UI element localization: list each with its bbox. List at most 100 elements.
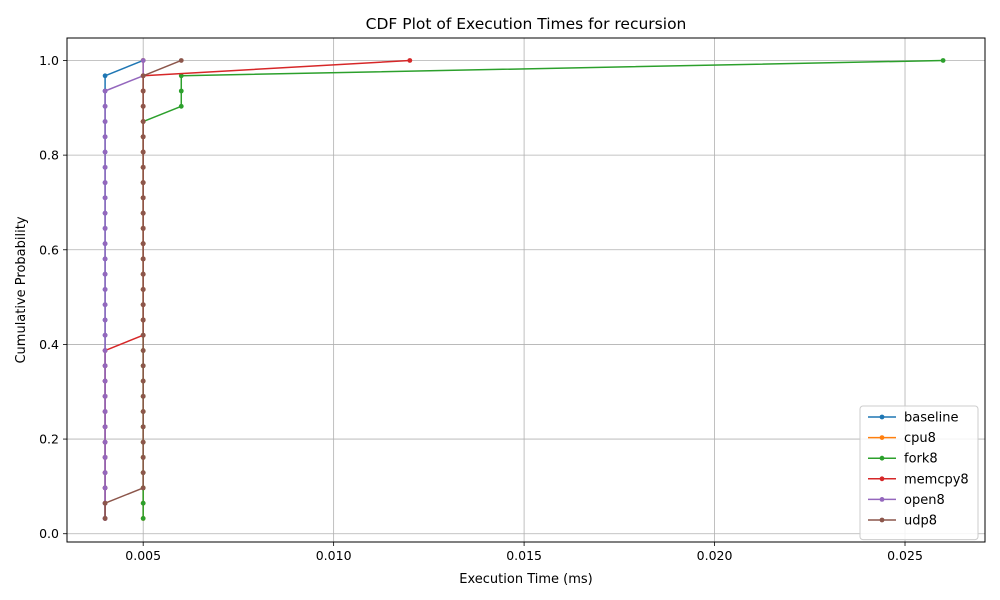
data-point — [102, 348, 108, 353]
y-tick-label: 1.0 — [39, 53, 59, 68]
data-point — [140, 332, 146, 338]
data-point — [140, 302, 146, 308]
data-point — [140, 271, 146, 277]
data-point — [140, 134, 146, 140]
data-point — [102, 164, 108, 170]
data-point — [102, 454, 108, 460]
chart-title: CDF Plot of Execution Times for recursio… — [366, 15, 687, 33]
legend-item-baseline: baseline — [868, 411, 958, 426]
data-point — [102, 302, 108, 308]
data-point — [140, 210, 146, 216]
data-point — [102, 516, 108, 521]
legend-item-fork8: fork8 — [868, 452, 938, 467]
data-point — [102, 73, 108, 79]
legend-item-udp8: udp8 — [868, 514, 937, 529]
data-point — [140, 287, 146, 292]
data-point — [140, 409, 146, 414]
legend-label: open8 — [904, 493, 945, 508]
data-point — [102, 180, 108, 186]
legend-item-open8: open8 — [868, 493, 945, 508]
legend-swatch-marker — [879, 455, 885, 461]
data-point — [140, 164, 146, 170]
data-point — [140, 195, 146, 201]
data-point — [140, 180, 146, 186]
legend-label: memcpy8 — [904, 472, 969, 487]
legend-item-cpu8: cpu8 — [868, 431, 936, 446]
data-point — [140, 516, 146, 521]
data-point — [102, 119, 108, 124]
grid-lines — [67, 38, 985, 542]
data-point — [178, 58, 184, 63]
data-point — [102, 424, 108, 430]
data-point — [940, 58, 946, 63]
legend-swatch-marker — [879, 476, 885, 482]
data-point — [102, 409, 108, 414]
legend-label: fork8 — [904, 452, 938, 467]
data-point — [102, 393, 108, 399]
data-point — [102, 88, 108, 94]
data-point — [407, 58, 413, 63]
data-point — [140, 348, 146, 353]
data-point — [178, 73, 184, 79]
data-point — [102, 439, 108, 445]
data-point — [102, 256, 108, 262]
data-point — [102, 332, 108, 338]
data-point — [140, 470, 146, 476]
data-point — [178, 88, 184, 94]
x-tick-label: 0.025 — [887, 548, 923, 563]
data-point — [102, 287, 108, 292]
x-axis-label: Execution Time (ms) — [459, 572, 592, 587]
legend-swatch-marker — [879, 517, 885, 523]
data-point — [140, 73, 146, 79]
x-tick-label: 0.020 — [697, 548, 733, 563]
legend-label: udp8 — [904, 514, 937, 529]
legend-swatch-marker — [879, 497, 885, 502]
data-point — [102, 271, 108, 277]
series-lines — [102, 58, 946, 521]
data-point — [140, 378, 146, 384]
x-tick-label: 0.015 — [506, 548, 542, 563]
legend-label: cpu8 — [904, 431, 936, 446]
y-axis-label: Cumulative Probability — [14, 216, 29, 363]
data-point — [102, 241, 108, 247]
y-tick-label: 0.4 — [39, 337, 59, 352]
data-point — [140, 500, 146, 506]
legend-box — [859, 405, 979, 541]
data-point — [102, 103, 108, 109]
data-point — [102, 500, 108, 506]
data-point — [140, 241, 146, 247]
x-axis-ticks: 0.005 0.010 0.015 0.020 0.025 — [125, 542, 923, 563]
data-point — [140, 225, 146, 231]
series-open8 — [102, 58, 146, 521]
data-point — [102, 485, 108, 491]
data-point — [102, 225, 108, 231]
data-point — [102, 210, 108, 216]
data-point — [140, 149, 146, 155]
y-tick-label: 0.6 — [39, 242, 59, 257]
x-tick-label: 0.010 — [316, 548, 352, 563]
data-point — [140, 424, 146, 430]
data-point — [140, 256, 146, 262]
legend-item-memcpy8: memcpy8 — [868, 472, 969, 487]
data-point — [140, 439, 146, 445]
legend-label: baseline — [904, 411, 958, 426]
legend-swatch-marker — [879, 414, 885, 420]
data-point — [102, 363, 108, 369]
data-point — [102, 134, 108, 140]
legend: baseline cpu8 fork8 memcpy8 open8 udp8 — [859, 405, 979, 541]
data-point — [140, 485, 146, 491]
y-axis-ticks: 0.0 0.2 0.4 0.6 0.8 1.0 — [39, 53, 67, 541]
plot-frame — [66, 37, 986, 543]
data-point — [140, 363, 146, 369]
y-tick-label: 0.2 — [39, 432, 59, 447]
x-tick-label: 0.005 — [125, 548, 161, 563]
data-point — [140, 393, 146, 399]
data-point — [102, 195, 108, 201]
data-point — [140, 103, 146, 109]
legend-swatch-marker — [879, 435, 885, 440]
data-point — [102, 317, 108, 323]
data-point — [140, 119, 146, 124]
data-point — [140, 58, 146, 63]
data-point — [102, 149, 108, 155]
